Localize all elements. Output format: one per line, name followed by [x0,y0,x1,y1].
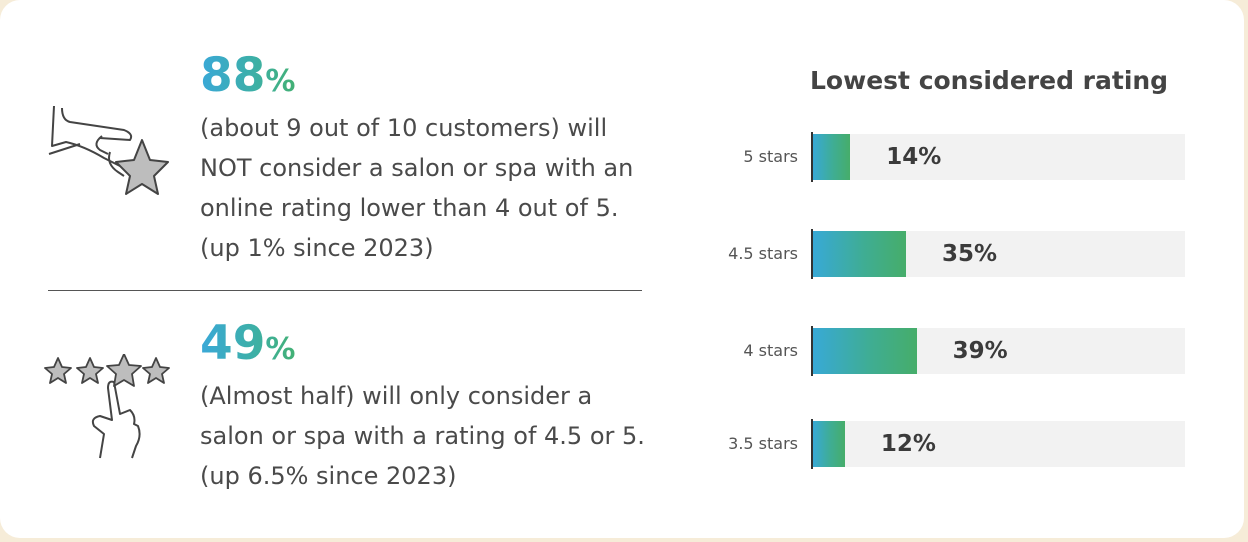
bar-axis-line [811,132,813,182]
bar-row: 5 stars 14% [700,132,1200,182]
bar [813,134,851,180]
stat-49-number: 49% [200,316,295,378]
bar-track [813,421,1185,467]
bar-category-label: 4.5 stars [728,244,798,263]
stat-88-description: (about 9 out of 10 customers) will NOT c… [200,114,634,262]
bar-value-label: 12% [880,431,936,457]
bar-row: 3.5 stars 12% [700,419,1200,469]
section-divider [48,290,642,291]
bar-row: 4 stars 39% [700,326,1200,376]
bar [813,421,845,467]
bar-value-label: 39% [952,338,1008,364]
hand-holding-star-icon [44,105,174,250]
bar-value-label: 35% [942,241,998,267]
stat-49-description: (Almost half) will only consider a salon… [200,382,645,490]
bar-chart: 5 stars 14% 4.5 stars 35% 4 stars 39% 3.5 star… [700,0,1200,542]
bar-axis-line [811,229,813,279]
bar-value-label: 14% [886,144,942,170]
bar-row: 4.5 stars 35% [700,229,1200,279]
finger-selecting-stars-icon [44,353,174,468]
bar-category-label: 4 stars [743,341,798,360]
bar-track [813,134,1185,180]
stat-88-number: 88% [200,48,295,110]
bar-category-label: 3.5 stars [728,434,798,453]
bar [813,328,917,374]
bar-category-label: 5 stars [743,147,798,166]
bar-axis-line [811,419,813,469]
bar [813,231,906,277]
chart-title: Lowest considered rating [810,66,1169,95]
bar-axis-line [811,326,813,376]
